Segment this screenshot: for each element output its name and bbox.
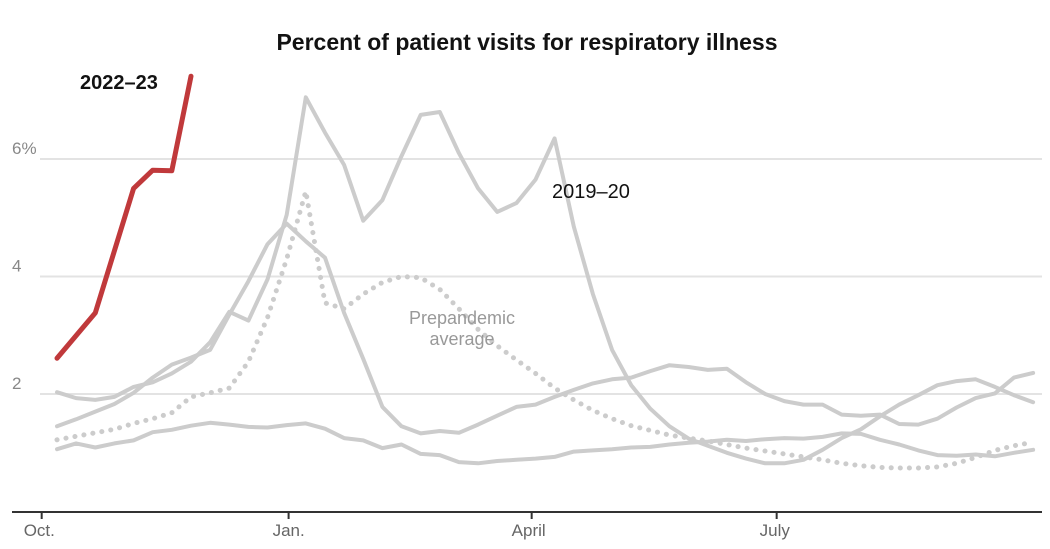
label-2022-23: 2022–23 <box>80 72 158 94</box>
x-axis-ticks: Oct. Jan. April July <box>24 512 791 540</box>
series-line-season-a <box>55 420 1036 466</box>
x-tick-label: July <box>760 521 791 540</box>
label-average: average <box>429 329 494 349</box>
y-tick-label: 4 <box>12 257 21 276</box>
series-layer <box>54 73 1036 471</box>
gridlines <box>40 158 1042 395</box>
y-axis-ticks: 2 4 6% <box>12 139 37 393</box>
y-tick-label: 6% <box>12 139 37 158</box>
x-tick-label: Jan. <box>273 521 305 540</box>
x-tick-label: April <box>512 521 546 540</box>
label-2019-20: 2019–20 <box>552 181 630 203</box>
series-line-2019-20 <box>55 95 1036 466</box>
annotations: 2022–23 2019–20 Prepandemic average <box>80 72 630 349</box>
x-tick-label: Oct. <box>24 521 55 540</box>
series-line-2022-23 <box>54 73 194 361</box>
y-tick-label: 2 <box>12 374 21 393</box>
chart-title: Percent of patient visits for respirator… <box>276 29 777 55</box>
label-prepandemic: Prepandemic <box>409 308 515 328</box>
series-line-season-b <box>55 221 1036 436</box>
series-line-prepandemic-average <box>54 188 1036 471</box>
